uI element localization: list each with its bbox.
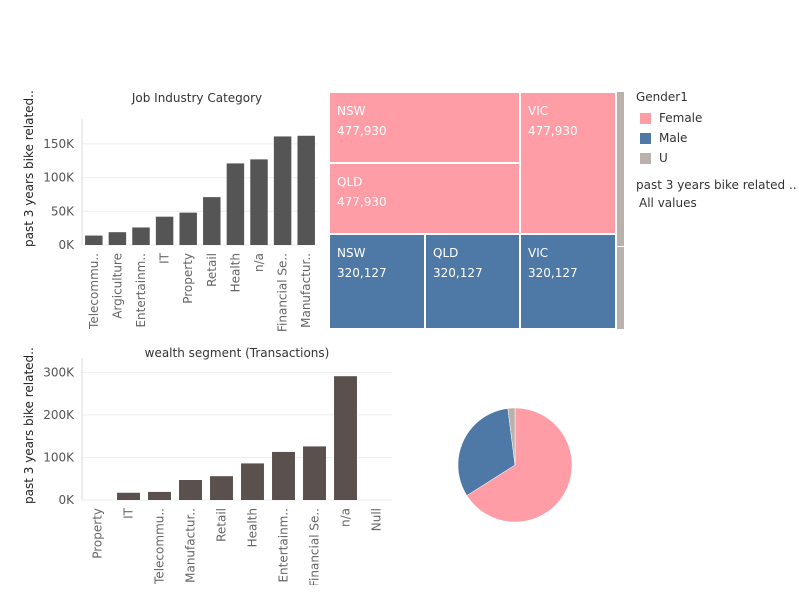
- y-tick-label: 100K: [43, 450, 75, 464]
- legend-label: Female: [659, 111, 703, 125]
- legend-swatch: [640, 152, 651, 164]
- treemap-strip-u-top[interactable]: [617, 92, 624, 247]
- x-tick-label: Manufactur..: [184, 508, 198, 583]
- x-tick-label: Retail: [215, 508, 229, 542]
- treemap-cell-male-vic[interactable]: VIC 320,127: [520, 234, 616, 329]
- x-tick-label: Property: [91, 508, 105, 559]
- chart1-title: Job Industry Category: [131, 91, 263, 105]
- gender-pie-chart: [457, 407, 573, 523]
- cell-value: 477,930: [528, 124, 578, 138]
- legend-swatch: [640, 112, 651, 124]
- bar[interactable]: [334, 376, 357, 500]
- y-tick-label: 150K: [43, 137, 75, 151]
- pie-slice-female[interactable]: [466, 407, 573, 523]
- legend-swatch: [640, 132, 651, 144]
- bar[interactable]: [117, 492, 140, 500]
- bar[interactable]: [272, 451, 295, 500]
- treemap-cell-male-qld[interactable]: QLD 320,127: [425, 234, 520, 329]
- bar[interactable]: [241, 463, 264, 500]
- x-tick-label: n/a: [339, 508, 353, 527]
- bar[interactable]: [148, 491, 171, 500]
- x-tick-label: Health: [228, 253, 242, 292]
- cell-value: 320,127: [433, 266, 483, 280]
- bar[interactable]: [203, 197, 221, 245]
- legend-item-u[interactable]: U: [636, 148, 796, 168]
- bar[interactable]: [108, 232, 127, 245]
- chart2-title: wealth segment (Transactions): [144, 346, 330, 360]
- x-tick-label: IT: [122, 507, 136, 519]
- bar[interactable]: [155, 216, 174, 245]
- pie-slice-male[interactable]: [457, 408, 516, 496]
- legend-item-male[interactable]: Male: [636, 128, 796, 148]
- cell-state: VIC: [528, 246, 549, 260]
- bar[interactable]: [226, 163, 245, 245]
- treemap-cell-male-nsw[interactable]: NSW 320,127: [329, 234, 425, 329]
- filter-title: past 3 years bike related ..: [636, 178, 797, 192]
- y-tick-label: 300K: [43, 365, 75, 379]
- x-tick-label: Health: [246, 508, 260, 547]
- bar[interactable]: [303, 446, 326, 500]
- job-industry-bar-chart: 0K 50K 100K 150K Telecommu.. Argiculture Enter…: [43, 119, 318, 332]
- cell-state: NSW: [337, 246, 366, 260]
- bar[interactable]: [297, 135, 315, 245]
- x-tick-label: Property: [181, 253, 195, 304]
- bar[interactable]: [179, 212, 197, 245]
- bar[interactable]: [179, 480, 202, 500]
- bar[interactable]: [210, 476, 233, 500]
- x-tick-label: Telecommu..: [87, 253, 101, 330]
- cell-value: 477,930: [337, 124, 387, 138]
- x-tick-label: Telecommu..: [153, 508, 167, 585]
- y-tick-label: 50K: [51, 204, 75, 218]
- x-tick-label: Null: [370, 508, 384, 531]
- bar[interactable]: [85, 235, 103, 245]
- x-tick-label: Retail: [205, 253, 219, 287]
- bar[interactable]: [132, 227, 150, 245]
- bar[interactable]: [273, 136, 292, 245]
- cell-state: VIC: [528, 104, 549, 118]
- x-tick-label: Financial Se..: [308, 508, 322, 585]
- legend-label: U: [659, 151, 668, 165]
- pie-slice-u[interactable]: [507, 407, 516, 466]
- x-tick-label: Financial Se..: [276, 253, 290, 332]
- cell-state: QLD: [337, 175, 363, 189]
- legend-item-female[interactable]: Female: [636, 108, 796, 128]
- y-tick-label: 200K: [43, 408, 75, 422]
- cell-state: QLD: [433, 246, 459, 260]
- legend-title: Gender1: [636, 90, 688, 104]
- x-tick-label: Entertainm..: [134, 253, 148, 328]
- x-tick-label: Manufactur..: [299, 253, 313, 328]
- cell-state: NSW: [337, 104, 366, 118]
- cell-value: 320,127: [528, 266, 578, 280]
- legend-label: Male: [659, 131, 688, 145]
- y-tick-label: 0K: [58, 493, 75, 507]
- treemap-cell-female-nsw[interactable]: NSW 477,930: [329, 92, 520, 163]
- wealth-segment-bar-chart: 0K 100K 200K 300K Property IT Telecommu.. Manuf…: [43, 358, 392, 585]
- treemap-cell-female-vic[interactable]: VIC 477,930: [520, 92, 616, 234]
- cell-value: 320,127: [337, 266, 387, 280]
- x-tick-label: Argiculture: [110, 253, 124, 319]
- y-tick-label: 100K: [43, 171, 75, 185]
- x-tick-label: IT: [158, 252, 172, 264]
- treemap-strip-u-bottom[interactable]: [617, 247, 624, 329]
- x-tick-label: Entertainm..: [277, 508, 291, 583]
- bar[interactable]: [250, 159, 268, 245]
- x-tick-label: n/a: [252, 253, 266, 272]
- treemap-cell-female-qld[interactable]: QLD 477,930: [329, 163, 520, 234]
- gender-legend: Gender1 Female Male U past 3 years bike …: [636, 90, 797, 210]
- filter-value[interactable]: All values: [639, 196, 697, 210]
- state-gender-treemap: NSW 477,930 QLD 477,930 VIC 477,930 NSW …: [329, 92, 617, 329]
- y-tick-label: 0K: [58, 238, 75, 252]
- cell-value: 477,930: [337, 195, 387, 209]
